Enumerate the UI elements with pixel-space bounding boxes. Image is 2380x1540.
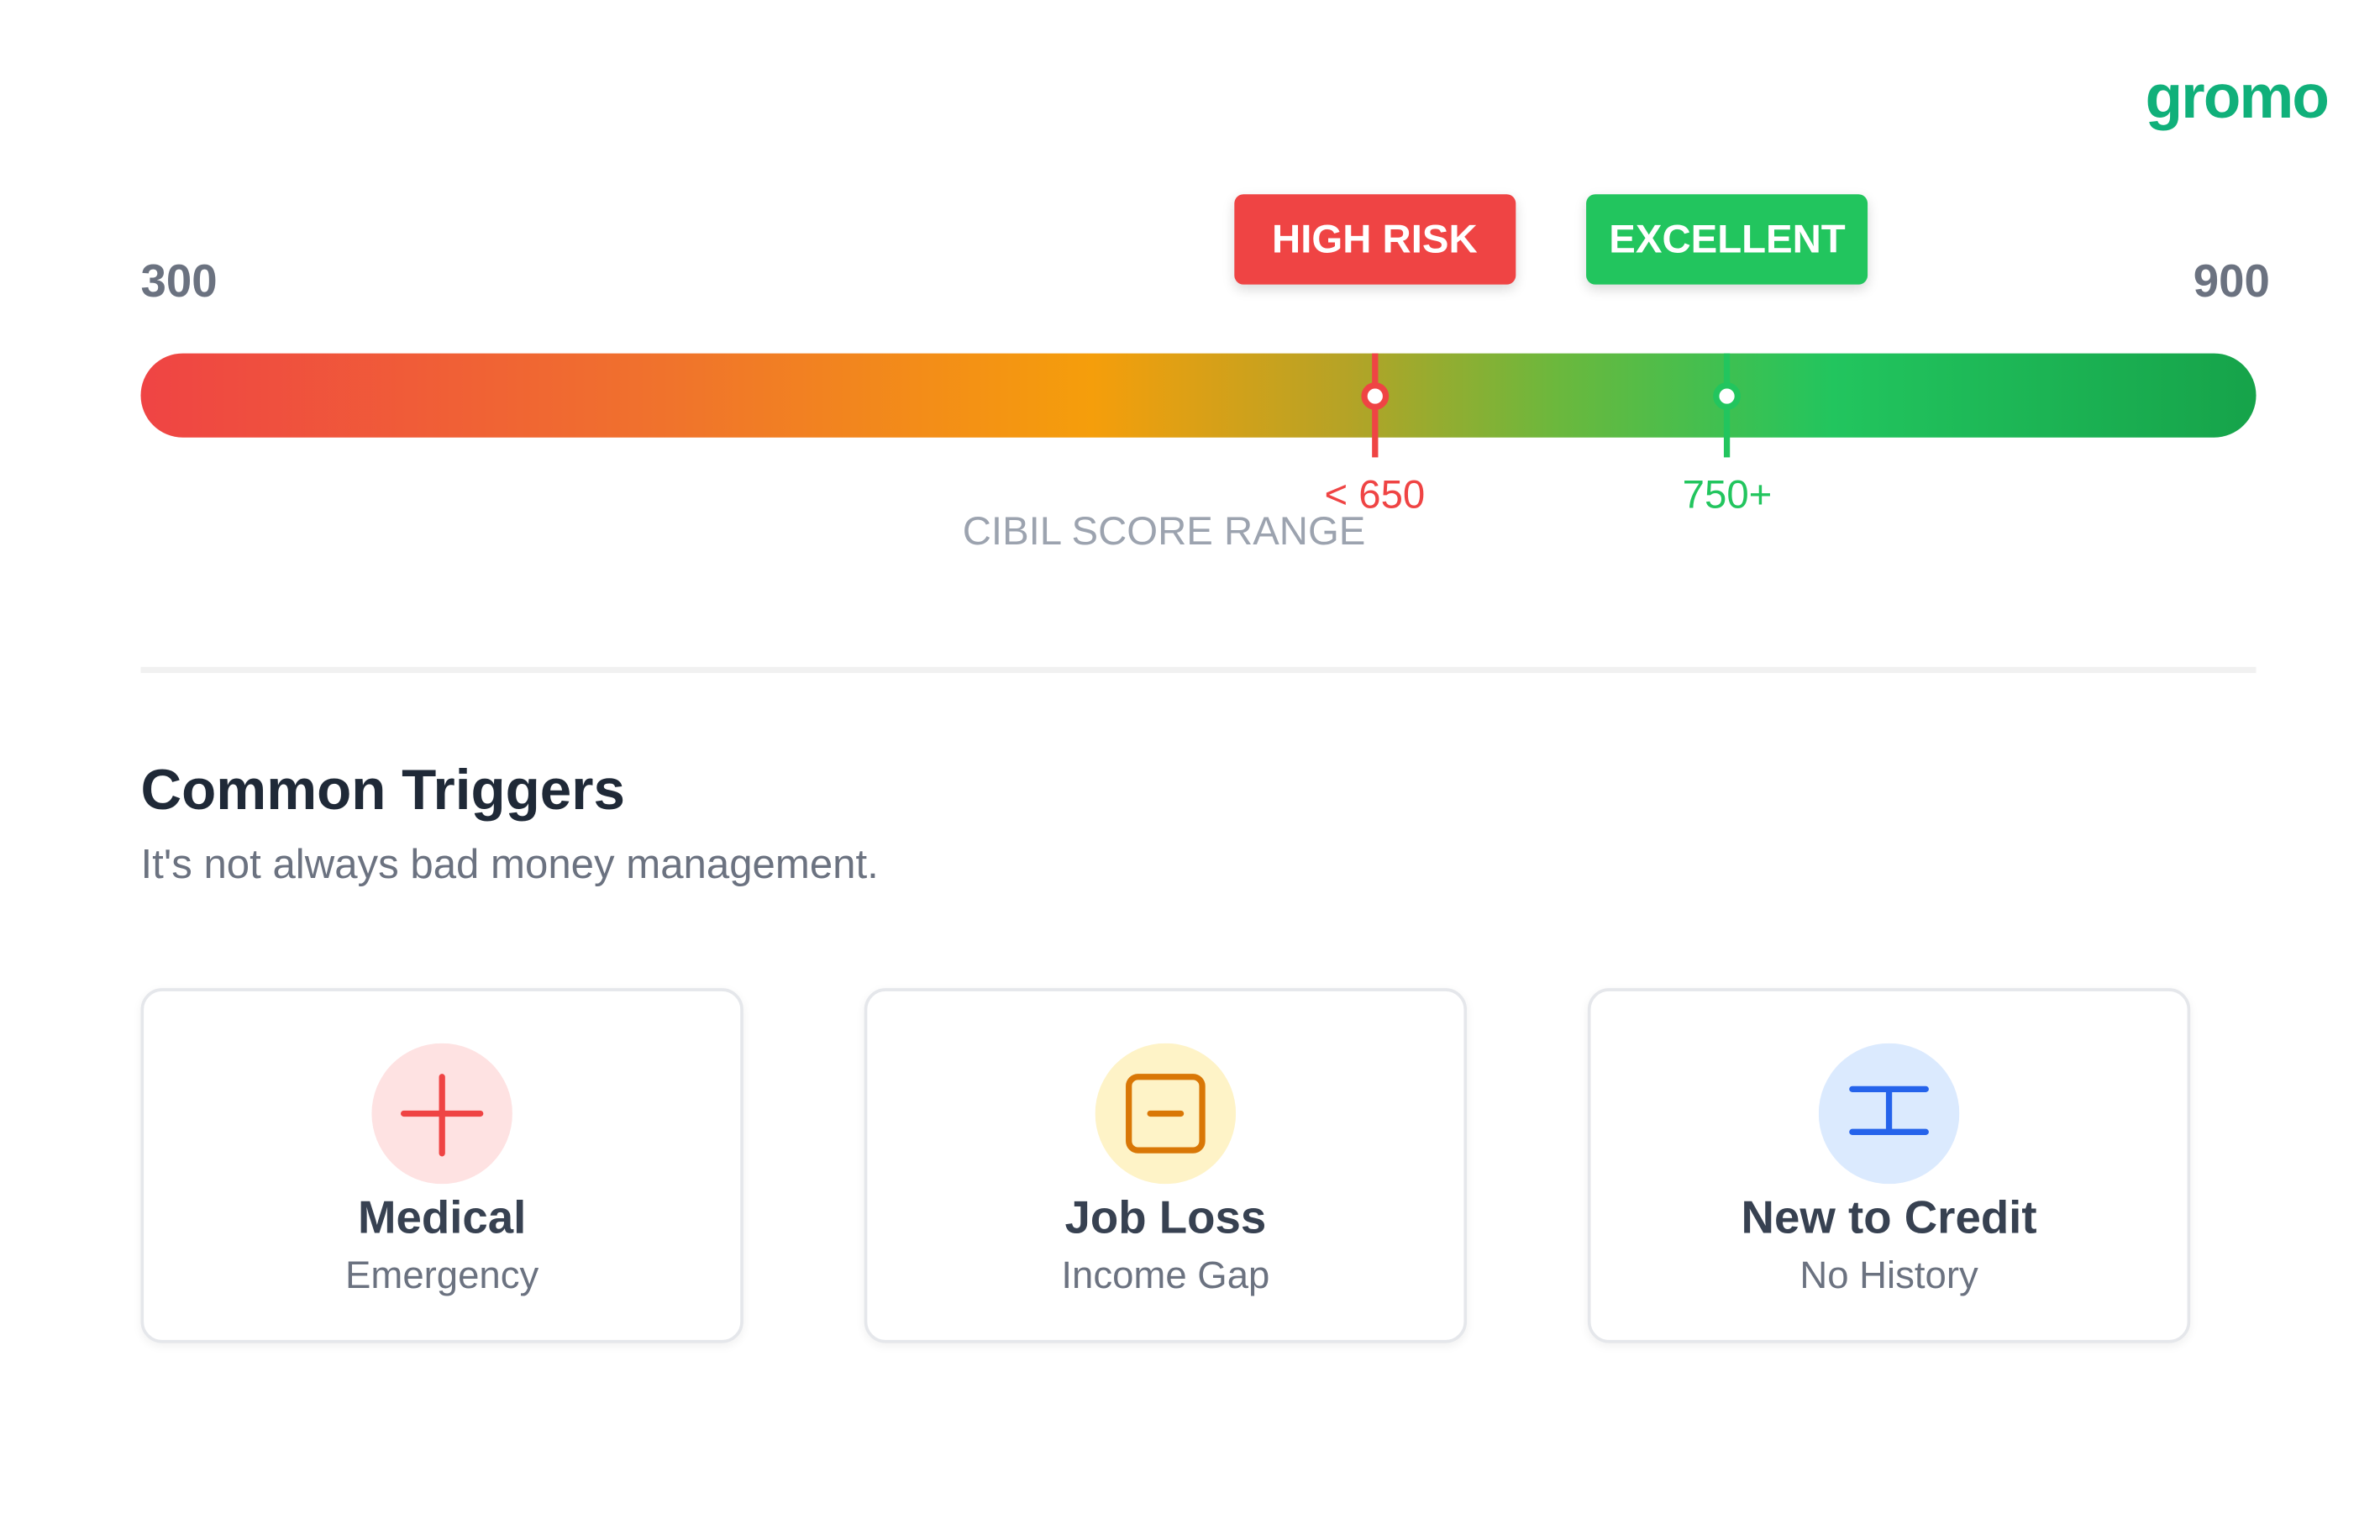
card-title: New to Credit: [1741, 1193, 2037, 1244]
card: Job Loss Income Gap: [864, 988, 1468, 1343]
card-subtitle: Income Gap: [1061, 1254, 1270, 1297]
marker-label: 750+: [1682, 470, 1773, 518]
card-subtitle: Emergency: [345, 1254, 539, 1297]
scale-min: 300: [140, 256, 218, 307]
badge: HIGH RISK: [1233, 194, 1516, 285]
icon: [1818, 1043, 1960, 1185]
icon: [1095, 1043, 1237, 1185]
icon: [371, 1043, 512, 1185]
logo: gromo: [2145, 64, 2330, 132]
marker-dot: [1360, 382, 1389, 410]
badge: EXCELLENT: [1586, 194, 1868, 285]
score-bar: [140, 353, 2257, 438]
card-subtitle: No History: [1799, 1254, 1978, 1297]
scale-caption: CIBIL SCORE RANGE: [962, 507, 1366, 555]
card: New to Credit No History: [1587, 988, 2191, 1343]
section-title: Common Triggers: [140, 759, 625, 822]
marker-label: < 650: [1324, 470, 1426, 518]
card-title: Job Loss: [1064, 1193, 1267, 1244]
divider: [140, 666, 2257, 674]
card: Medical Emergency: [140, 988, 743, 1343]
card-title: Medical: [357, 1193, 527, 1244]
scale-max: 900: [2193, 256, 2270, 307]
marker-dot: [1713, 382, 1742, 410]
section-subtitle: It's not always bad money management.: [140, 841, 879, 888]
